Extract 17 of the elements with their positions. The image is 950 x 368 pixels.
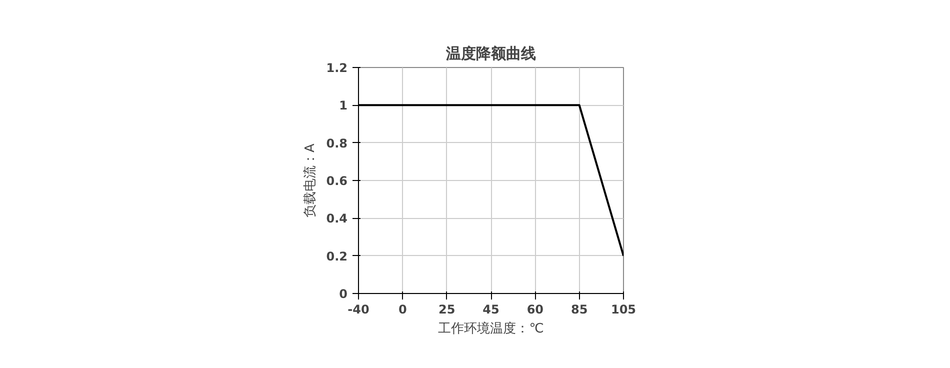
y-tick-label: 0.4: [326, 212, 348, 226]
x-tick-label: 45: [482, 302, 500, 316]
y-tick-label: 1: [339, 98, 348, 113]
x-tick-label: 0: [398, 302, 407, 316]
x-tick-label: 25: [438, 302, 456, 316]
y-tick-label: 0: [339, 287, 348, 301]
y-tick-label: 0.6: [326, 174, 348, 188]
x-tick-label: -40: [348, 302, 370, 316]
x-tick-label: 85: [570, 302, 588, 316]
chart-title: 温度降额曲线: [445, 44, 536, 62]
y-tick-label: 1.2: [326, 61, 348, 75]
x-tick-label: 60: [526, 302, 544, 316]
x-tick-label: 105: [610, 302, 636, 316]
y-tick-label: 0.8: [326, 136, 348, 150]
y-tick-label: 0.2: [326, 249, 348, 264]
x-axis-title: 工作环境温度：℃: [438, 320, 544, 336]
y-axis-title: 负载电流：A: [302, 143, 318, 218]
